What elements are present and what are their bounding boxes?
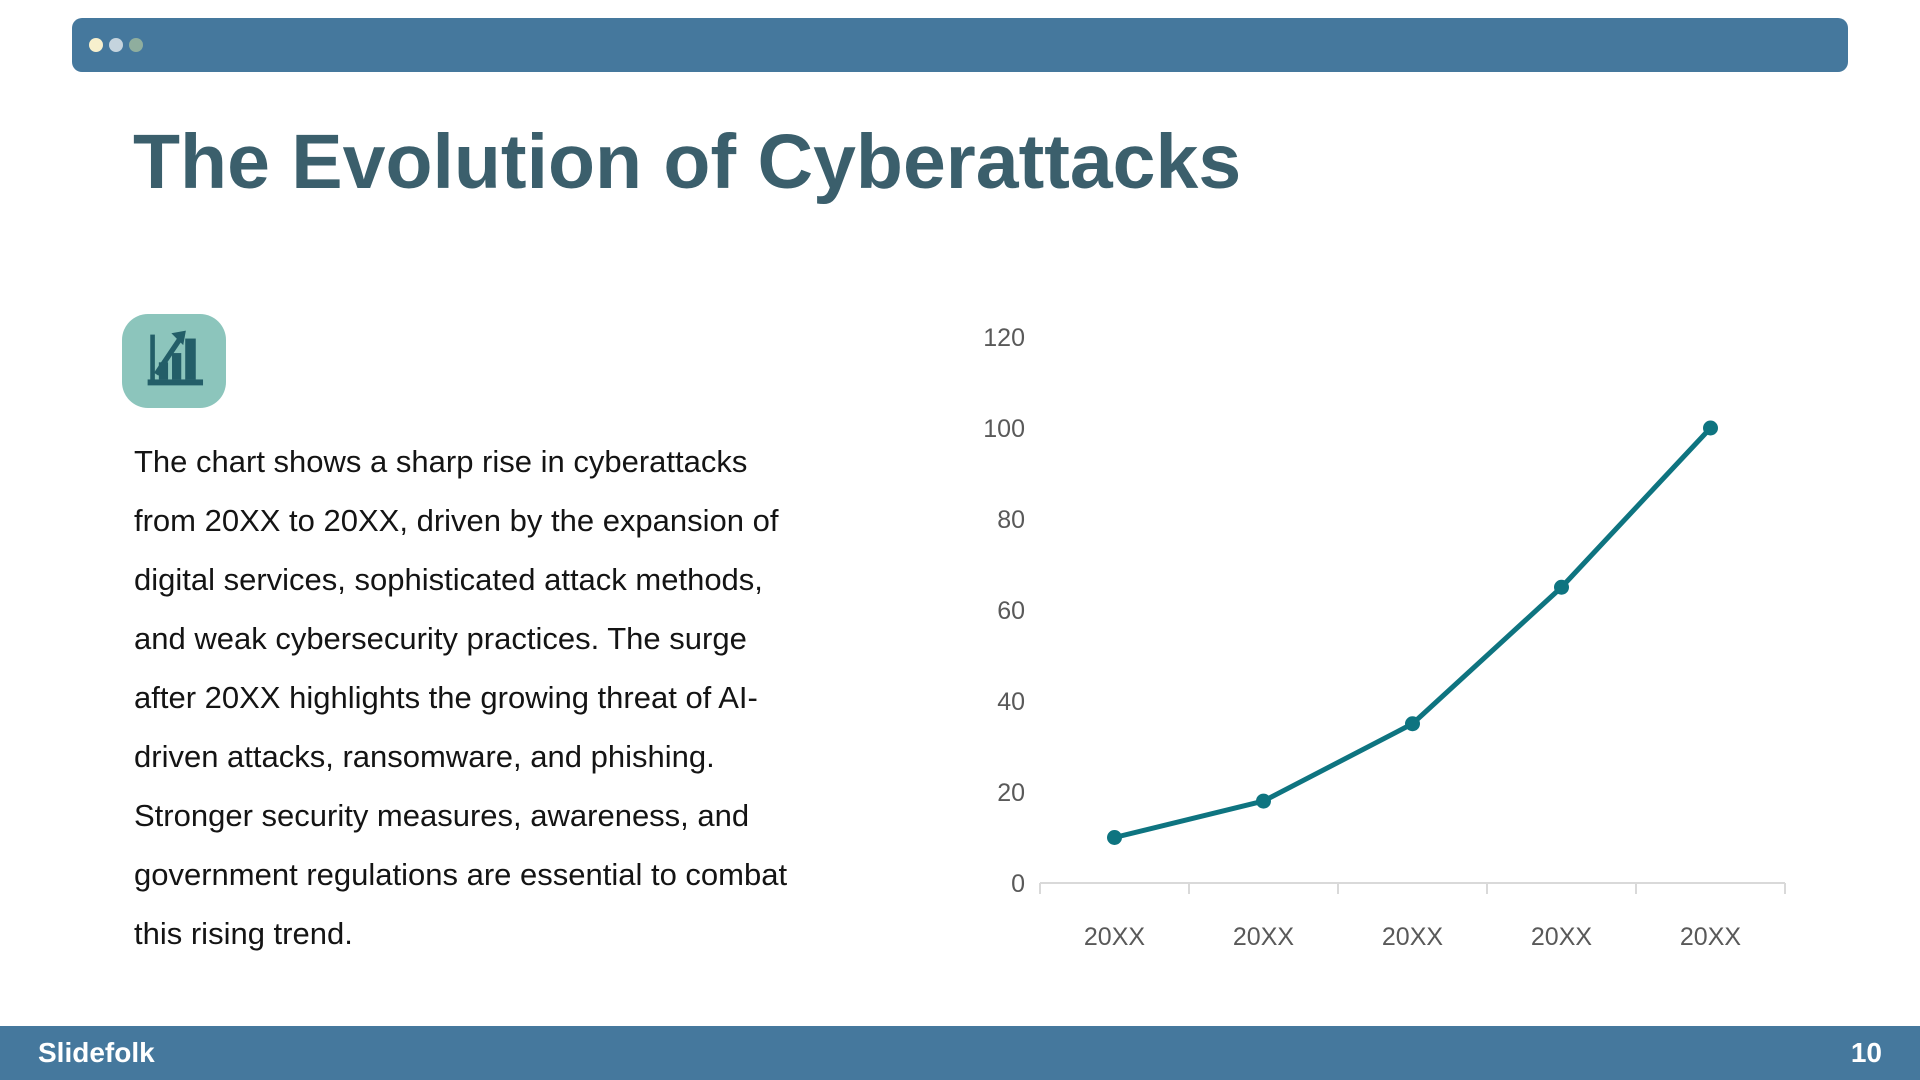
x-axis-tick-label: 20XX: [1084, 923, 1145, 951]
footer-bar: Slidefolk 10: [0, 1026, 1920, 1080]
page-number: 10: [1850, 1037, 1882, 1068]
bar-chart-rising-icon: [141, 328, 207, 395]
y-axis-tick-label: 60: [997, 597, 1025, 625]
data-point-marker: [1256, 793, 1271, 809]
window-title-bar: [72, 18, 1848, 72]
x-axis-tick-label: 20XX: [1233, 923, 1294, 951]
y-axis-tick-label: 80: [997, 506, 1025, 534]
data-point-marker: [1405, 716, 1420, 732]
page-title: The Evolution of Cyberattacks: [133, 119, 1242, 205]
chart-icon-badge: [122, 314, 226, 408]
y-axis-tick-label: 0: [1011, 870, 1025, 898]
y-axis-tick-label: 40: [997, 688, 1025, 716]
x-axis-tick-label: 20XX: [1680, 923, 1741, 951]
x-axis-tick-label: 20XX: [1382, 923, 1443, 951]
data-point-marker: [1554, 579, 1569, 595]
window-dot-icon: [89, 38, 103, 52]
y-axis-tick-label: 120: [983, 324, 1025, 352]
window-dot-icon: [109, 38, 123, 52]
data-series-line: [1112, 425, 1713, 840]
y-axis-tick-label: 20: [997, 779, 1025, 807]
data-point-marker: [1703, 420, 1718, 436]
cyberattacks-line-chart: 0 20 40 60 80 100 120 20XX 20XX 20XX 20XX 20XX: [983, 324, 1786, 951]
footer-brand: Slidefolk: [38, 1037, 155, 1068]
x-axis-tick-label: 20XX: [1531, 923, 1592, 951]
y-axis-tick-label: 100: [983, 415, 1025, 443]
data-point-marker: [1107, 830, 1122, 845]
window-control-dots: [89, 38, 143, 52]
slide-body-text: The chart shows a sharp rise in cyberatt…: [134, 444, 788, 951]
window-dot-icon: [129, 38, 143, 52]
